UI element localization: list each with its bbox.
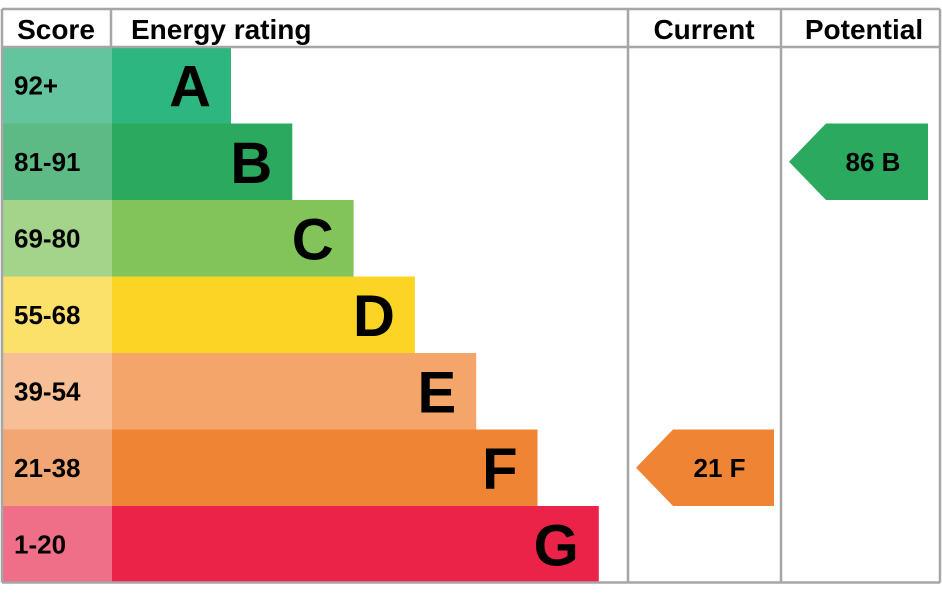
band-bar-e	[112, 353, 477, 430]
score-range-e: 39-54	[14, 376, 81, 406]
score-range-b: 81-91	[14, 147, 81, 177]
band-bar-c	[112, 200, 354, 277]
score-cell-d	[2, 276, 112, 353]
current-rating-label: 21 F	[693, 453, 745, 483]
band-letter-d: D	[353, 284, 395, 349]
score-cell-e	[2, 353, 112, 430]
score-range-f: 21-38	[14, 453, 81, 483]
score-range-g: 1-20	[14, 529, 66, 559]
score-cell-a	[2, 47, 112, 124]
current-arrow	[636, 429, 774, 506]
potential-arrow	[789, 123, 928, 200]
header-score: Score	[17, 14, 95, 45]
score-cell-b	[2, 123, 112, 200]
arrows-layer: 21 F 86 B	[636, 123, 928, 506]
score-cell-g	[2, 506, 112, 583]
header-energy-rating: Energy rating	[131, 14, 311, 45]
grid-layer	[0, 7, 942, 584]
band-letter-e: E	[418, 360, 457, 425]
band-letter-c: C	[292, 207, 334, 272]
score-cell-f	[2, 429, 112, 506]
band-letter-a: A	[169, 54, 211, 119]
band-bar-g	[112, 506, 599, 583]
bands-layer: 92+ A 81-91 B 69-80 C 55-68 D 39-54 E 21-38 F 1-20 G	[2, 47, 599, 583]
score-range-a: 92+	[14, 70, 58, 100]
band-bar-d	[112, 276, 415, 353]
header-current: Current	[653, 14, 754, 45]
band-bar-b	[112, 123, 293, 200]
band-letter-f: F	[482, 437, 517, 502]
potential-rating-label: 86 B	[846, 147, 901, 177]
score-range-c: 69-80	[14, 223, 81, 253]
header-potential: Potential	[805, 14, 923, 45]
band-letter-g: G	[534, 513, 579, 578]
band-bar-a	[112, 47, 231, 124]
band-bar-f	[112, 429, 538, 506]
band-letter-b: B	[230, 131, 272, 196]
score-cell-c	[2, 200, 112, 277]
score-range-d: 55-68	[14, 300, 81, 330]
